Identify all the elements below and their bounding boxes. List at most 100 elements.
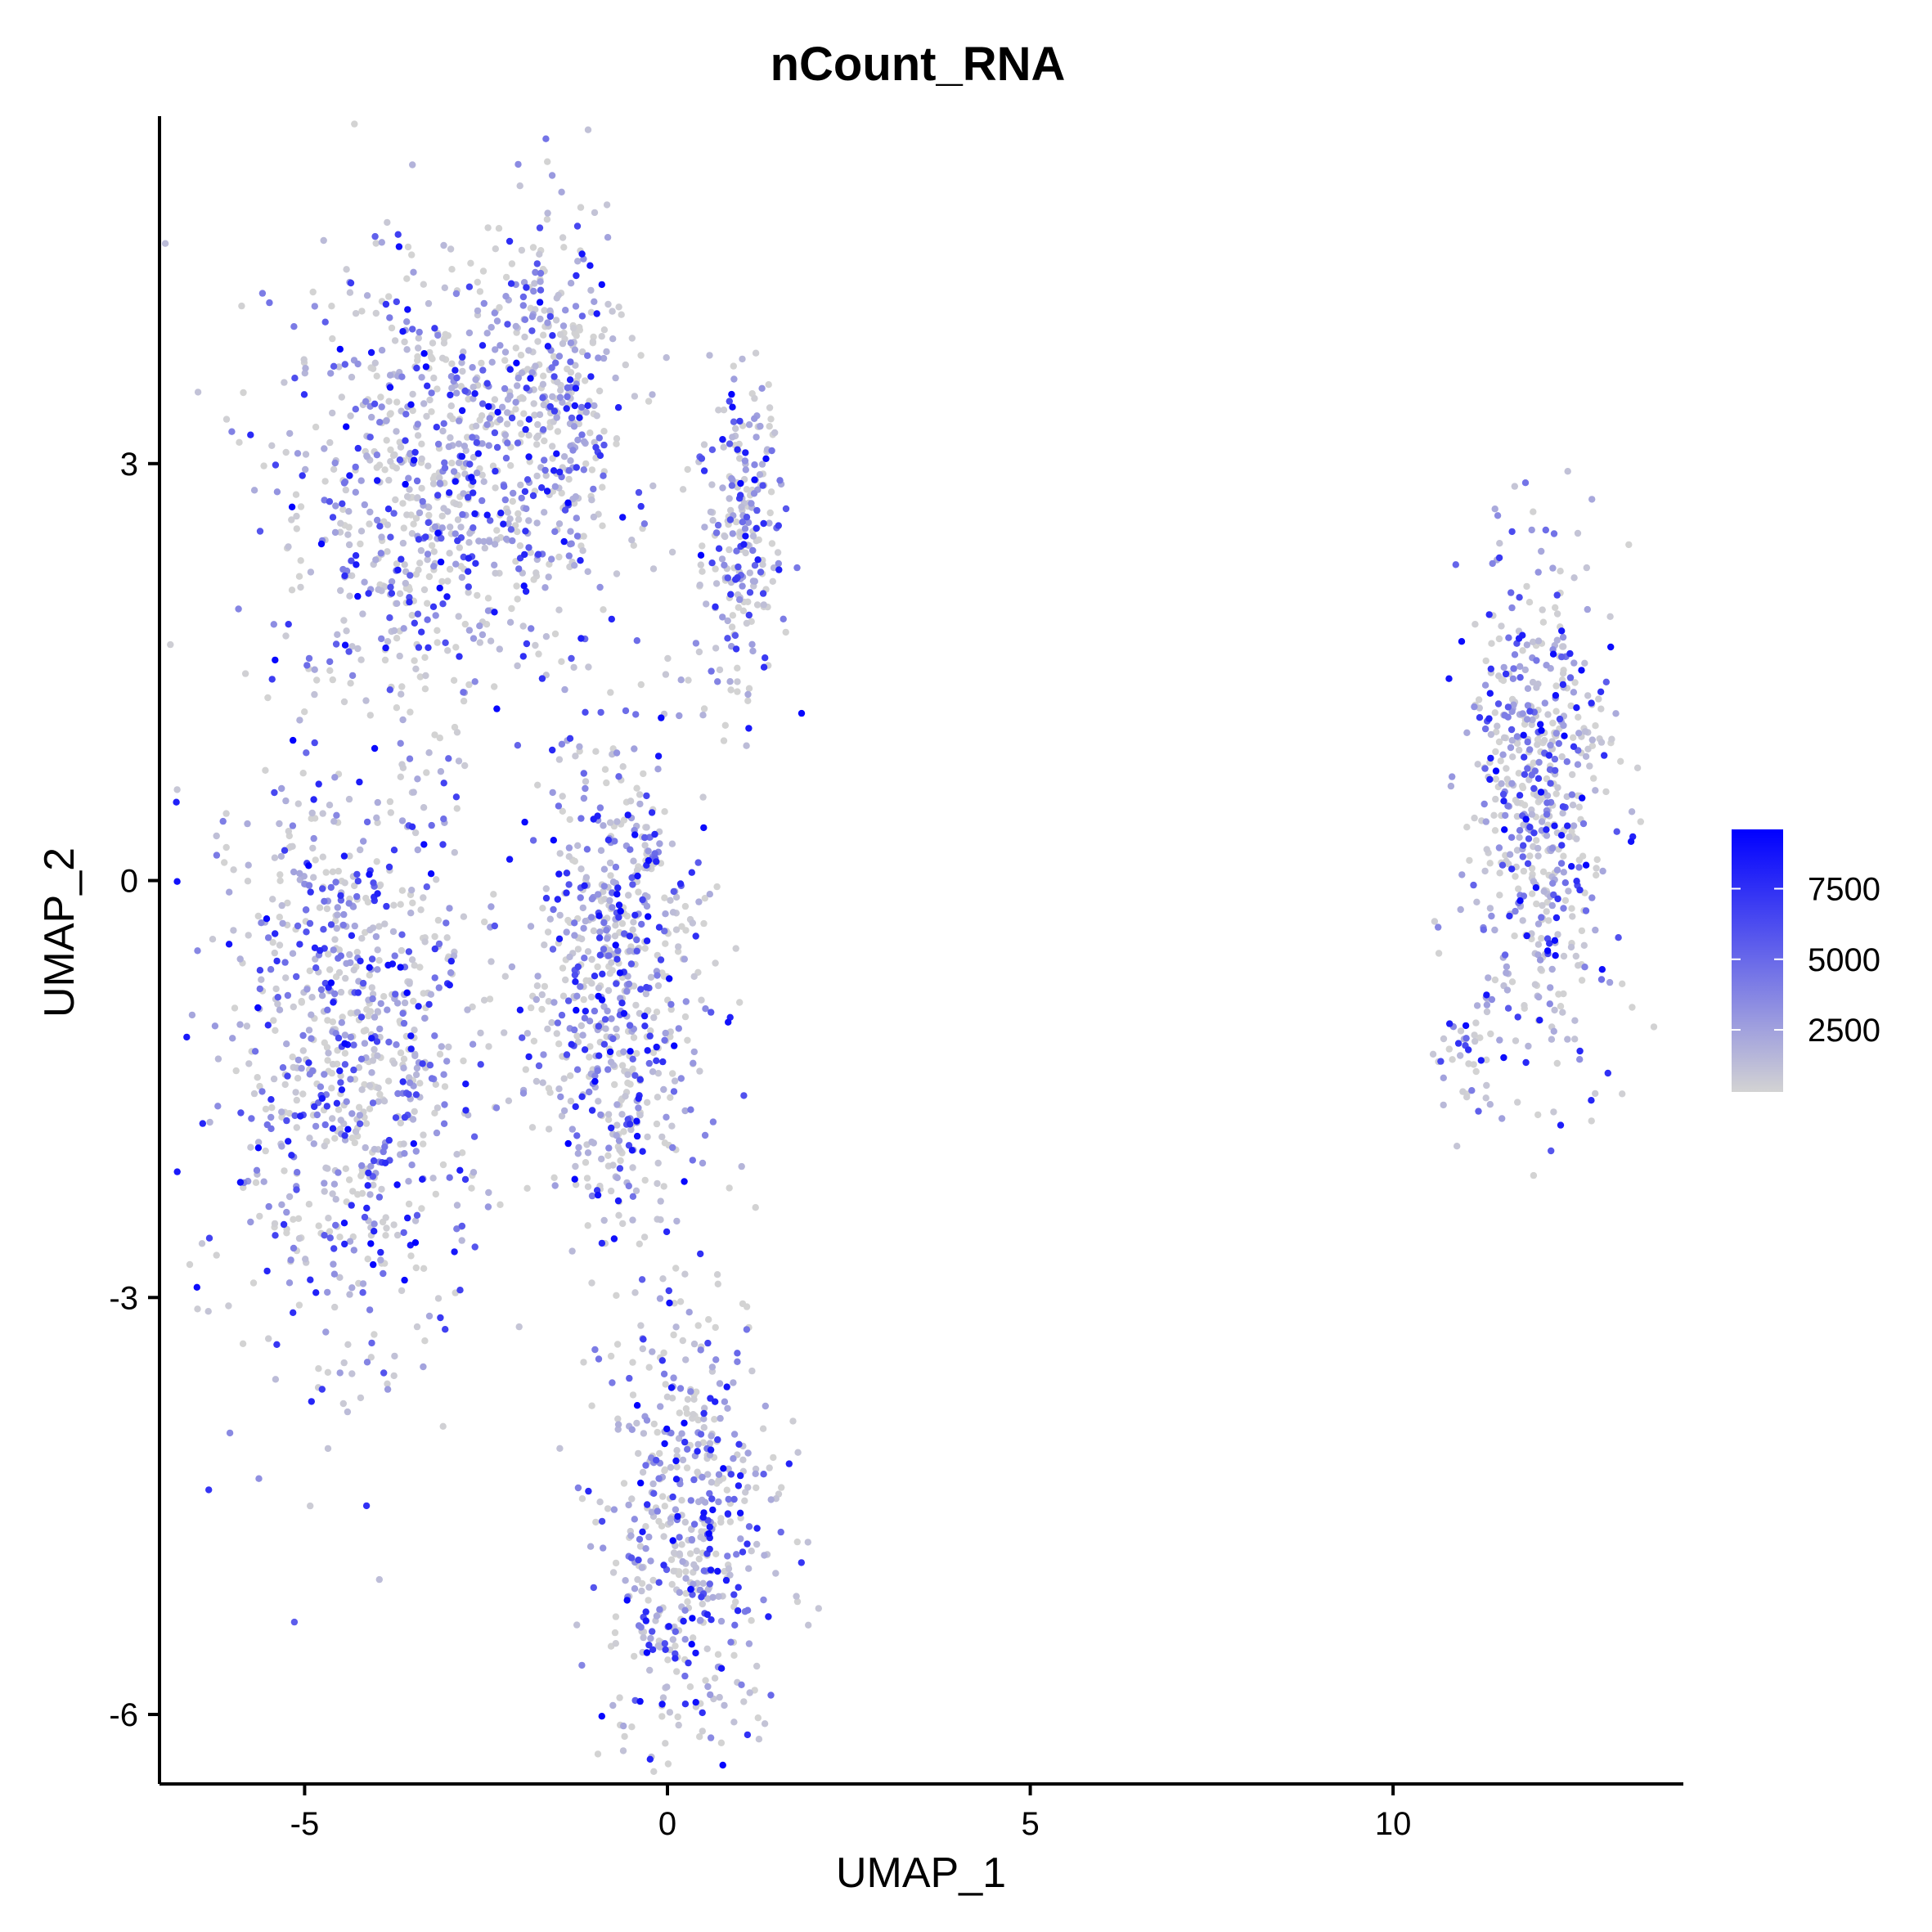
data-point	[340, 852, 348, 860]
data-point	[391, 952, 398, 959]
data-point	[523, 384, 530, 392]
data-point	[549, 746, 556, 754]
data-point	[222, 843, 230, 851]
data-point	[673, 1668, 681, 1675]
data-point	[408, 1161, 416, 1169]
data-point	[624, 811, 631, 819]
data-point	[380, 1369, 388, 1377]
data-point	[577, 635, 585, 642]
data-point	[456, 653, 463, 660]
data-point	[554, 1019, 562, 1027]
data-point	[476, 639, 483, 646]
data-point	[285, 1193, 294, 1201]
data-point	[655, 923, 663, 931]
data-point	[205, 1486, 213, 1494]
data-point	[587, 373, 595, 380]
data-point	[460, 490, 467, 497]
data-point	[472, 422, 480, 429]
data-point	[456, 1287, 464, 1294]
data-point	[288, 516, 295, 523]
data-point	[538, 1005, 546, 1013]
data-point	[276, 914, 283, 921]
data-point	[368, 413, 375, 421]
data-point	[518, 430, 525, 438]
data-point	[373, 464, 380, 471]
data-point	[385, 1038, 393, 1046]
data-point	[604, 1116, 613, 1124]
data-point	[245, 861, 252, 869]
data-point	[1458, 638, 1466, 645]
data-point	[709, 1118, 717, 1126]
data-point	[653, 1457, 660, 1464]
data-point	[375, 957, 383, 964]
data-point	[451, 1248, 458, 1256]
data-point	[343, 423, 350, 430]
data-point	[399, 539, 407, 547]
data-point	[393, 600, 401, 607]
data-point	[627, 1126, 635, 1134]
data-point	[264, 1022, 272, 1029]
data-point	[448, 384, 456, 392]
data-point	[805, 1621, 812, 1629]
data-point	[1473, 898, 1480, 906]
data-point	[1483, 846, 1490, 853]
data-point	[380, 1269, 387, 1278]
data-point	[385, 1136, 393, 1144]
data-point	[679, 1557, 686, 1566]
data-point	[1538, 935, 1545, 942]
data-point	[753, 524, 760, 532]
data-point	[340, 479, 348, 487]
data-point	[572, 384, 580, 392]
data-point	[678, 1497, 685, 1504]
data-point	[611, 932, 619, 940]
data-point	[1506, 851, 1514, 858]
data-point	[324, 1017, 331, 1024]
data-point	[726, 495, 733, 502]
data-point	[464, 434, 471, 441]
data-point	[395, 243, 403, 250]
data-point	[613, 1341, 622, 1348]
data-point	[1491, 976, 1499, 984]
data-point	[752, 1204, 759, 1211]
data-point	[341, 641, 349, 649]
data-point	[523, 284, 530, 291]
data-point	[240, 389, 247, 397]
data-point	[760, 1596, 767, 1604]
data-point	[706, 1545, 713, 1553]
data-point	[424, 556, 431, 564]
data-point	[1543, 799, 1551, 806]
data-point	[1538, 818, 1546, 825]
data-point	[730, 362, 737, 370]
data-point	[586, 1088, 593, 1096]
data-point	[504, 439, 511, 447]
data-point	[522, 425, 529, 434]
data-point	[236, 1179, 245, 1186]
data-point	[697, 1250, 704, 1258]
data-point	[362, 1120, 371, 1127]
data-point	[357, 846, 364, 854]
data-point	[667, 1429, 675, 1437]
data-point	[1550, 1027, 1558, 1036]
data-point	[586, 1043, 594, 1050]
data-point	[631, 911, 639, 919]
data-point	[738, 1681, 745, 1688]
data-point	[726, 1184, 733, 1192]
data-point	[741, 525, 749, 532]
data-point	[758, 384, 766, 392]
data-point	[675, 943, 682, 950]
data-point	[446, 1174, 453, 1181]
data-point	[351, 1139, 358, 1147]
data-point	[1588, 496, 1596, 503]
data-point	[361, 1213, 369, 1221]
data-point	[244, 820, 251, 828]
data-point	[1516, 833, 1523, 841]
data-point	[1485, 974, 1492, 982]
data-point	[1559, 670, 1567, 677]
data-point	[1458, 871, 1466, 878]
data-point	[1485, 611, 1493, 618]
data-point	[729, 403, 736, 411]
data-point	[661, 1440, 668, 1448]
data-point	[1575, 713, 1582, 721]
data-point	[1535, 993, 1543, 1001]
data-point	[398, 373, 406, 380]
